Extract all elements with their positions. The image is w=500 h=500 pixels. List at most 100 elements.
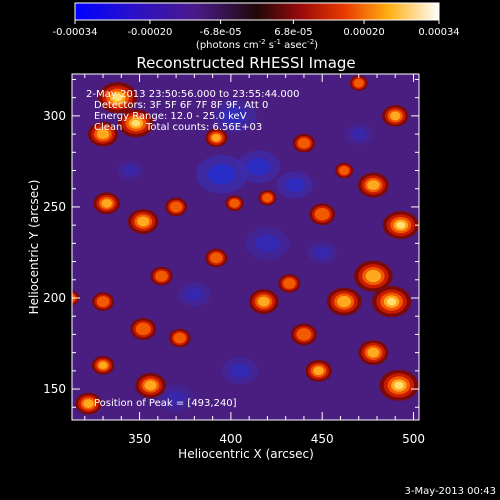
emission-blob: [305, 359, 332, 382]
emission-blob: [258, 190, 277, 206]
emission-layer: [367, 347, 380, 358]
emission-layer: [262, 193, 273, 203]
emission-layer: [229, 198, 240, 208]
y-axis-label: Heliocentric Y (arcsec): [27, 180, 41, 315]
emission-blob: [205, 128, 228, 148]
negative-core: [246, 158, 271, 176]
emission-layer: [173, 332, 187, 344]
y-ticks: 150 200 250 300: [43, 78, 419, 408]
emission-blob: [358, 340, 389, 366]
negative-region: [212, 99, 257, 133]
colorbar-tick-label: 0.00034: [418, 27, 459, 38]
total-counts-label: Total counts: 6.56E+03: [145, 122, 262, 133]
colorbar-tick-label: -0.00020: [127, 27, 172, 38]
emission-blob: [349, 75, 368, 91]
emission-blob: [97, 82, 138, 114]
emission-layer: [337, 296, 352, 308]
negative-core: [255, 234, 280, 253]
x-tick-label: 350: [128, 432, 151, 446]
x-axis-label: Heliocentric X (arcsec): [178, 447, 314, 461]
emission-blob: [335, 162, 354, 179]
emission-layer: [169, 201, 183, 213]
peak-position-label: Position of Peak = [493,240]: [94, 398, 237, 409]
y-tick-label: 300: [43, 109, 66, 123]
emission-blob: [117, 109, 155, 138]
negative-core: [185, 287, 204, 301]
negative-layer: [307, 241, 337, 264]
emission-blob: [165, 197, 188, 217]
negative-layer: [221, 357, 259, 385]
emission-blob: [75, 392, 102, 415]
negative-region: [196, 154, 248, 194]
emission-blob: [225, 195, 244, 212]
negative-region: [276, 171, 314, 199]
annotations: 2-May-2013 23:50:56.000 to 23:55:44.000 …: [86, 89, 299, 409]
emission-layer: [257, 296, 270, 307]
emission-blob: [92, 292, 115, 311]
negative-region: [117, 160, 144, 181]
emission-blob: [168, 328, 191, 348]
emission-blob: [292, 133, 316, 153]
negative-region: [221, 357, 259, 385]
colorbar-tick-label: 6.8e-05: [274, 27, 312, 38]
negative-core: [207, 163, 236, 185]
emission-layer: [83, 399, 94, 408]
time-range-label: 2-May-2013 23:50:56.000 to 23:55:44.000: [86, 89, 299, 100]
emission-layer: [135, 322, 151, 336]
emission-layer: [131, 119, 141, 127]
x-tick-label: 500: [402, 432, 425, 446]
negative-core: [314, 246, 331, 259]
negative-region: [307, 241, 337, 264]
emission-blob: [353, 260, 393, 292]
y-tick-label: 150: [43, 382, 66, 396]
negative-region: [245, 226, 290, 260]
negative-core: [222, 107, 247, 125]
colorbar-unit-label: (photons cm-2 s-1 asec-2): [196, 38, 318, 51]
colorbar-gradient: [74, 2, 440, 21]
emission-layer: [155, 270, 168, 282]
rhessi-image: [72, 74, 419, 420]
colorbar-tick-label: -0.00034: [53, 27, 98, 38]
emission-regions: [72, 75, 419, 415]
emission-layer: [367, 180, 380, 191]
emission-blob: [326, 287, 362, 316]
energy-range-label: Energy Range: 12.0 - 25.0 keV: [94, 111, 247, 122]
colorbar-tick-labels: -0.00034 -0.00020 -6.8e-05 6.8e-05 0.00020 0.…: [53, 27, 460, 38]
negative-core: [350, 128, 367, 140]
emission-layer: [137, 216, 150, 227]
emission-layer: [101, 198, 113, 208]
negative-region: [157, 384, 195, 412]
negative-layer: [157, 384, 195, 412]
colorbar-tick-label: -6.8e-05: [200, 27, 242, 38]
emission-blob: [278, 274, 301, 293]
emission-layer: [396, 221, 406, 229]
emission-blob: [372, 286, 412, 318]
negative-region: [236, 150, 281, 184]
emission-blob: [382, 105, 409, 127]
negative-layer: [117, 160, 144, 181]
emission-blob: [382, 211, 419, 240]
emission-layer: [144, 380, 157, 391]
negative-core: [284, 177, 305, 193]
emission-layer: [389, 111, 401, 121]
emission-layer: [386, 297, 397, 306]
x-ticks: 350 400 450 500: [84, 74, 425, 446]
emission-layer: [296, 328, 312, 341]
emission-blob: [205, 248, 228, 268]
colorbar-tick-label: 0.00020: [343, 27, 384, 38]
negative-core: [229, 363, 251, 379]
emission-layer: [96, 129, 110, 140]
x-tick-label: 400: [219, 432, 242, 446]
emission-layer: [313, 366, 324, 376]
negative-region: [344, 123, 374, 146]
negative-core: [166, 390, 187, 406]
emission-blob: [150, 266, 173, 286]
emission-blob: [248, 289, 279, 315]
emission-blob: [135, 372, 166, 398]
negative-layer: [245, 226, 290, 260]
emission-blob: [130, 318, 157, 340]
negative-core: [123, 165, 138, 176]
x-tick-label: 450: [311, 432, 334, 446]
emission-layer: [297, 137, 311, 149]
